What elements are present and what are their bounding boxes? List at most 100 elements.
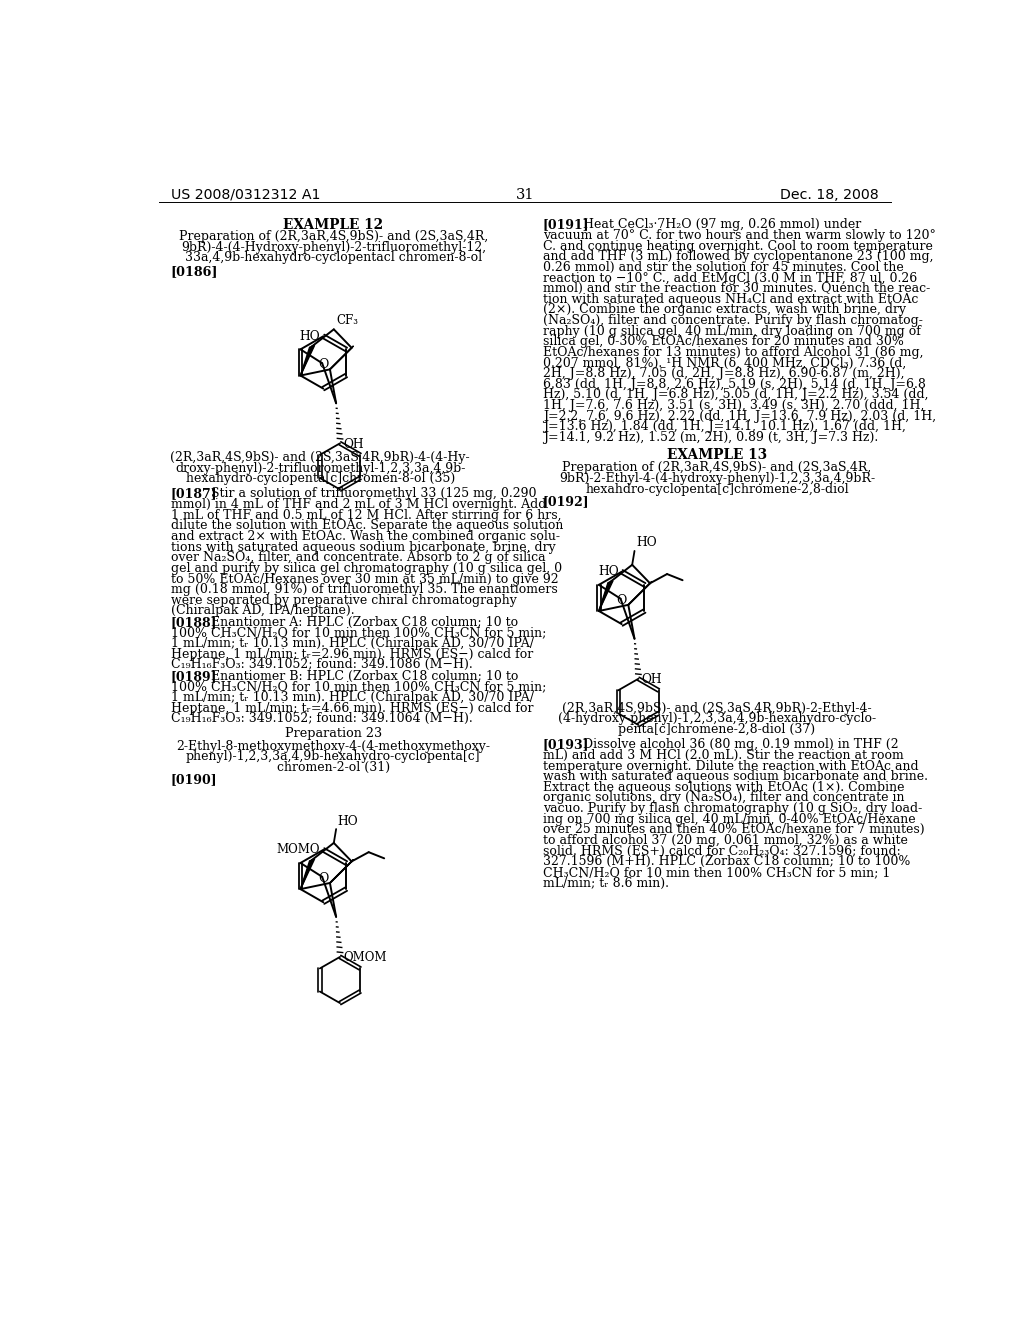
Text: mmol) in 4 mL of THF and 2 mL of 3 M HCl overnight. Add: mmol) in 4 mL of THF and 2 mL of 3 M HCl… [171,498,546,511]
Text: Stir a solution of trifluoromethyl 33 (125 mg, 0.290: Stir a solution of trifluoromethyl 33 (1… [203,487,537,500]
Text: O: O [317,871,328,884]
Text: over Na₂SO₄, filter, and concentrate. Absorb to 2 g of silica: over Na₂SO₄, filter, and concentrate. Ab… [171,552,545,564]
Text: (Na₂SO₄), filter and concentrate. Purify by flash chromatog-: (Na₂SO₄), filter and concentrate. Purify… [543,314,923,327]
Text: organic solutions, dry (Na₂SO₄), filter and concentrate in: organic solutions, dry (Na₂SO₄), filter … [543,792,904,804]
Text: Preparation of (2R,3aR,4S,9bS)- and (2S,3aS,4R,: Preparation of (2R,3aR,4S,9bS)- and (2S,… [179,230,488,243]
Text: 100% CH₃CN/H₂O for 10 min then 100% CH₃CN for 5 min;: 100% CH₃CN/H₂O for 10 min then 100% CH₃C… [171,680,546,693]
Polygon shape [330,859,353,883]
Polygon shape [330,346,353,370]
Text: and extract 2× with EtOAc. Wash the combined organic solu-: and extract 2× with EtOAc. Wash the comb… [171,531,560,543]
Text: US 2008/0312312 A1: US 2008/0312312 A1 [171,187,319,202]
Text: hexahydro-cyclopenta[c]chromen-8-ol (35): hexahydro-cyclopenta[c]chromen-8-ol (35) [185,473,455,486]
Text: [0189]: [0189] [171,669,217,682]
Text: C₁₉H₁₆F₃O₃: 349.1052; found: 349.1086 (M−H).: C₁₉H₁₆F₃O₃: 349.1052; found: 349.1086 (M… [171,659,472,672]
Text: mL) and add 3 M HCl (2.0 mL). Stir the reaction at room: mL) and add 3 M HCl (2.0 mL). Stir the r… [543,748,903,762]
Text: Preparation of (2R,3aR,4S,9bS)- and (2S,3aS,4R,: Preparation of (2R,3aR,4S,9bS)- and (2S,… [562,462,871,474]
Text: 1 mL/min; tᵣ 10.13 min). HPLC (Chiralpak AD, 30/70 IPA/: 1 mL/min; tᵣ 10.13 min). HPLC (Chiralpak… [171,690,534,704]
Text: Heat CeCl₃·7H₂O (97 mg, 0.26 mmol) under: Heat CeCl₃·7H₂O (97 mg, 0.26 mmol) under [575,218,861,231]
Text: HO: HO [598,565,618,578]
Text: chromen-2-ol (31): chromen-2-ol (31) [276,760,390,774]
Text: ing on 700 mg silica gel, 40 mL/min, 0-40% EtOAc/Hexane: ing on 700 mg silica gel, 40 mL/min, 0-4… [543,813,915,826]
Text: (4-hydroxy-phenyl)-1,2,3,3a,4,9b-hexahydro-cyclo-: (4-hydroxy-phenyl)-1,2,3,3a,4,9b-hexahyd… [558,713,877,726]
Text: vacuo. Purify by flash chromatography (10 g SiO₂, dry load-: vacuo. Purify by flash chromatography (1… [543,803,922,816]
Text: 2H, J=8.8 Hz), 7.05 (d, 2H, J=8.8 Hz), 6.90-6.87 (m, 2H),: 2H, J=8.8 Hz), 7.05 (d, 2H, J=8.8 Hz), 6… [543,367,904,380]
Text: phenyl)-1,2,3,3a,4,9b-hexahydro-cyclopenta[c]: phenyl)-1,2,3,3a,4,9b-hexahydro-cyclopen… [186,750,480,763]
Polygon shape [300,859,314,890]
Text: to 50% EtOAc/Hexanes over 30 min at 35 mL/min) to give 92: to 50% EtOAc/Hexanes over 30 min at 35 m… [171,573,558,586]
Text: Hz), 5.10 (d, 1H, J=6.8 Hz), 5.05 (d, 1H, J=2.2 Hz), 3.54 (dd,: Hz), 5.10 (d, 1H, J=6.8 Hz), 5.05 (d, 1H… [543,388,928,401]
Text: 0.207 mmol, 81%). ¹H NMR (δ, 400 MHz, CDCl₃) 7.36 (d,: 0.207 mmol, 81%). ¹H NMR (δ, 400 MHz, CD… [543,356,906,370]
Text: C. and continue heating overnight. Cool to room temperature: C. and continue heating overnight. Cool … [543,240,933,252]
Text: O: O [317,358,328,371]
Text: OMOM: OMOM [343,952,387,964]
Text: 1 mL of THF and 0.5 mL of 12 M HCl. After stirring for 6 hrs,: 1 mL of THF and 0.5 mL of 12 M HCl. Afte… [171,508,561,521]
Text: Enantiomer A: HPLC (Zorbax C18 column; 10 to: Enantiomer A: HPLC (Zorbax C18 column; 1… [203,615,518,628]
Text: Extract the aqueous solutions with EtOAc (1×). Combine: Extract the aqueous solutions with EtOAc… [543,781,904,793]
Text: [0190]: [0190] [171,774,217,785]
Text: [0191]: [0191] [543,218,589,231]
Text: J=2.2, 7.6, 9.6 Hz), 2.22 (dd, 1H, J=13.6, 7.9 Hz), 2.03 (d, 1H,: J=2.2, 7.6, 9.6 Hz), 2.22 (dd, 1H, J=13.… [543,409,936,422]
Text: C₁₉H₁₆F₃O₃: 349.1052; found: 349.1064 (M−H).: C₁₉H₁₆F₃O₃: 349.1052; found: 349.1064 (M… [171,713,472,725]
Text: [0192]: [0192] [543,495,589,508]
Text: mg (0.18 mmol, 91%) of trifluoromethyl 35. The enantiomers: mg (0.18 mmol, 91%) of trifluoromethyl 3… [171,583,557,597]
Text: 327.1596 (M+H). HPLC (Zorbax C18 column; 10 to 100%: 327.1596 (M+H). HPLC (Zorbax C18 column;… [543,855,910,869]
Text: 9bR)-2-Ethyl-4-(4-hydroxy-phenyl)-1,2,3,3a,4,9bR-: 9bR)-2-Ethyl-4-(4-hydroxy-phenyl)-1,2,3,… [559,473,876,484]
Polygon shape [599,581,613,611]
Text: HO: HO [338,814,358,828]
Text: (2×). Combine the organic extracts, wash with brine, dry: (2×). Combine the organic extracts, wash… [543,304,906,317]
Text: Dec. 18, 2008: Dec. 18, 2008 [780,187,879,202]
Text: tions with saturated aqueous sodium bicarbonate, brine, dry: tions with saturated aqueous sodium bica… [171,541,555,553]
Text: 100% CH₃CN/H₂O for 10 min then 100% CH₃CN for 5 min;: 100% CH₃CN/H₂O for 10 min then 100% CH₃C… [171,627,546,639]
Text: 33a,4,9b-hexahydro-cyclopentacl chromen-8-ol: 33a,4,9b-hexahydro-cyclopentacl chromen-… [184,251,482,264]
Polygon shape [300,346,314,376]
Text: Heptane, 1 mL/min; tᵣ=4.66 min). HRMS (ES−) calcd for: Heptane, 1 mL/min; tᵣ=4.66 min). HRMS (E… [171,701,534,714]
Text: OH: OH [641,673,663,686]
Text: gel and purify by silica gel chromatography (10 g silica gel, 0: gel and purify by silica gel chromatogra… [171,562,562,576]
Text: mL/min; tᵣ 8.6 min).: mL/min; tᵣ 8.6 min). [543,876,669,890]
Text: tion with saturated aqueous NH₄Cl and extract with EtOAc: tion with saturated aqueous NH₄Cl and ex… [543,293,918,306]
Text: (Chiralpak AD, IPA/heptane).: (Chiralpak AD, IPA/heptane). [171,605,354,618]
Text: O: O [616,594,627,607]
Text: and add THF (3 mL) followed by cyclopentanone 23 (100 mg,: and add THF (3 mL) followed by cyclopent… [543,251,933,263]
Text: Enantiomer B: HPLC (Zorbax C18 column; 10 to: Enantiomer B: HPLC (Zorbax C18 column; 1… [203,669,518,682]
Text: [0187]: [0187] [171,487,217,500]
Polygon shape [629,581,652,605]
Text: dilute the solution with EtOAc. Separate the aqueous solution: dilute the solution with EtOAc. Separate… [171,519,563,532]
Text: 1H, J=7.6, 7.6 Hz), 3.51 (s, 3H), 3.49 (s, 3H), 2.70 (ddd, 1H,: 1H, J=7.6, 7.6 Hz), 3.51 (s, 3H), 3.49 (… [543,399,924,412]
Text: J=13.6 Hz), 1.84 (dd, 1H, J=14.1, 10.1 Hz), 1.67 (dd, 1H,: J=13.6 Hz), 1.84 (dd, 1H, J=14.1, 10.1 H… [543,420,905,433]
Text: solid. HRMS (ES+) calcd for C₂₀H₂₃O₄: 327.1596; found:: solid. HRMS (ES+) calcd for C₂₀H₂₃O₄: 32… [543,845,900,858]
Text: CH₃CN/H₂O for 10 min then 100% CH₃CN for 5 min; 1: CH₃CN/H₂O for 10 min then 100% CH₃CN for… [543,866,890,879]
Text: vacuum at 70° C. for two hours and then warm slowly to 120°: vacuum at 70° C. for two hours and then … [543,230,936,242]
Text: over 25 minutes and then 40% EtOAc/hexane for 7 minutes): over 25 minutes and then 40% EtOAc/hexan… [543,824,925,837]
Text: HO: HO [300,330,321,343]
Text: reaction to −10° C., add EtMgCl (3.0 M in THF, 87 ul, 0.26: reaction to −10° C., add EtMgCl (3.0 M i… [543,272,916,285]
Text: EtOAc/hexanes for 13 minutes) to afford Alcohol 31 (86 mg,: EtOAc/hexanes for 13 minutes) to afford … [543,346,923,359]
Text: hexahdro-cyclopenta[c]chromene-2,8-diol: hexahdro-cyclopenta[c]chromene-2,8-diol [585,483,849,496]
Text: Dissolve alcohol 36 (80 mg, 0.19 mmol) in THF (2: Dissolve alcohol 36 (80 mg, 0.19 mmol) i… [575,738,899,751]
Text: CF₃: CF₃ [336,314,358,327]
Text: 31: 31 [515,187,535,202]
Text: Preparation 23: Preparation 23 [285,727,382,741]
Text: 2-Ethyl-8-methoxymethoxy-4-(4-methoxymethoxy-: 2-Ethyl-8-methoxymethoxy-4-(4-methoxymet… [176,739,490,752]
Text: MOMO: MOMO [276,843,321,857]
Text: 6.83 (dd, 1H, J=8.8, 2.6 Hz), 5.19 (s, 2H), 5.14 (d, 1H, J=6.8: 6.83 (dd, 1H, J=8.8, 2.6 Hz), 5.19 (s, 2… [543,378,926,391]
Text: [0186]: [0186] [171,265,218,279]
Text: EXAMPLE 13: EXAMPLE 13 [667,447,767,462]
Text: penta[c]chromene-2,8-diol (37): penta[c]chromene-2,8-diol (37) [618,723,815,737]
Text: to afford alcohol 37 (20 mg, 0.061 mmol, 32%) as a white: to afford alcohol 37 (20 mg, 0.061 mmol,… [543,834,907,847]
Text: [0188]: [0188] [171,615,217,628]
Text: OH: OH [343,437,364,450]
Text: 9bR)-4-(4-Hydroxy-phenyl)-2-trifluoromethyl-12,: 9bR)-4-(4-Hydroxy-phenyl)-2-trifluoromet… [181,240,486,253]
Text: were separated by preparative chiral chromatography: were separated by preparative chiral chr… [171,594,516,607]
Text: temperature overnight. Dilute the reaction with EtOAc and: temperature overnight. Dilute the reacti… [543,759,919,772]
Text: HO: HO [636,536,656,549]
Text: 1 mL/min; tᵣ 10.13 min). HPLC (Chiralpak AD, 30/70 IPA/: 1 mL/min; tᵣ 10.13 min). HPLC (Chiralpak… [171,638,534,649]
Text: wash with saturated aqueous sodium bicarbonate and brine.: wash with saturated aqueous sodium bicar… [543,771,928,783]
Text: (2R,3aR,4S,9bS)- and (2S,3aS,4R,9bR)-4-(4-Hy-: (2R,3aR,4S,9bS)- and (2S,3aS,4R,9bR)-4-(… [170,451,470,465]
Text: Heptane, 1 mL/min; tᵣ=2.96 min). HRMS (ES−) calcd for: Heptane, 1 mL/min; tᵣ=2.96 min). HRMS (E… [171,648,532,660]
Text: raphy (10 g silica gel, 40 mL/min, dry loading on 700 mg of: raphy (10 g silica gel, 40 mL/min, dry l… [543,325,921,338]
Text: 0.26 mmol) and stir the solution for 45 minutes. Cool the: 0.26 mmol) and stir the solution for 45 … [543,261,903,275]
Text: silica gel, 0-30% EtOAc/hexanes for 20 minutes and 30%: silica gel, 0-30% EtOAc/hexanes for 20 m… [543,335,903,348]
Text: mmol) and stir the reaction for 30 minutes. Quench the reac-: mmol) and stir the reaction for 30 minut… [543,282,930,296]
Text: droxy-phenyl)-2-trifluoromethyl-1,2,3,3a,4,9b-: droxy-phenyl)-2-trifluoromethyl-1,2,3,3a… [175,462,465,475]
